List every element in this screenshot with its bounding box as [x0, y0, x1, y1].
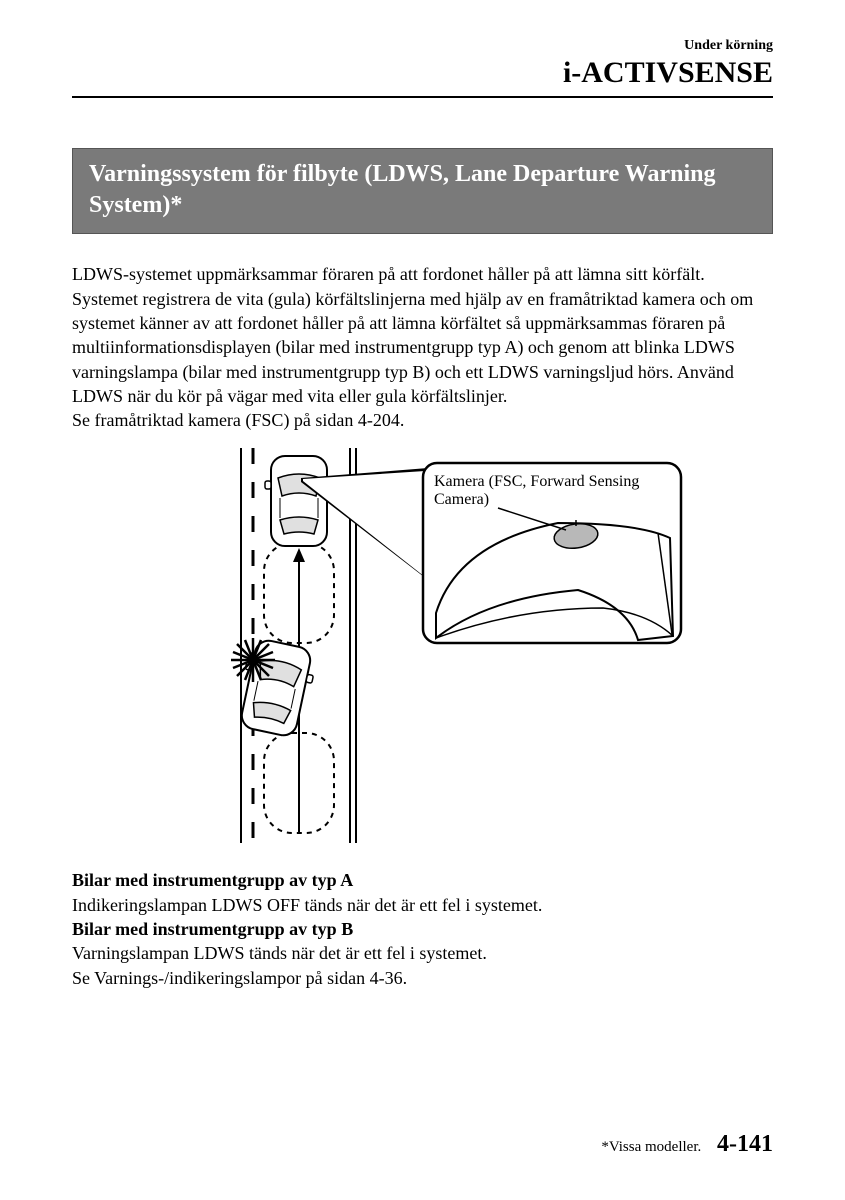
header-title: i-ACTIVSENSE [72, 56, 773, 90]
page-number: 4-141 [717, 1131, 773, 1157]
alert-starburst-icon [231, 638, 275, 682]
lead-car-icon [265, 456, 333, 546]
type-b-text: Varningslampan LDWS tänds när det är ett… [72, 941, 773, 965]
footer-note: *Vissa modeller. [601, 1139, 701, 1155]
section-heading: Varningssystem för filbyte (LDWS, Lane D… [72, 148, 773, 234]
header-category: Under körning [72, 38, 773, 54]
header-divider [72, 96, 773, 98]
footer: *Vissa modeller. 4-141 [601, 1131, 773, 1158]
body-paragraph: LDWS-systemet uppmärksammar föraren på a… [72, 262, 773, 432]
callout-text-line1: Kamera (FSC, Forward Sensing [434, 473, 639, 490]
type-a-text: Indikeringslampan LDWS OFF tänds när det… [72, 893, 773, 917]
type-b-block: Bilar med instrumentgrupp av typ B Varni… [72, 917, 773, 990]
type-b-heading: Bilar med instrumentgrupp av typ B [72, 917, 773, 941]
see-ref-2: Se Varnings-/indikeringslampor på sidan … [72, 966, 773, 990]
callout-text-line2: Camera) [434, 491, 489, 508]
type-a-block: Bilar med instrumentgrupp av typ A Indik… [72, 868, 773, 917]
type-a-heading: Bilar med instrumentgrupp av typ A [72, 868, 773, 892]
ldws-diagram: Kamera (FSC, Forward Sensing Camera) [72, 448, 773, 848]
